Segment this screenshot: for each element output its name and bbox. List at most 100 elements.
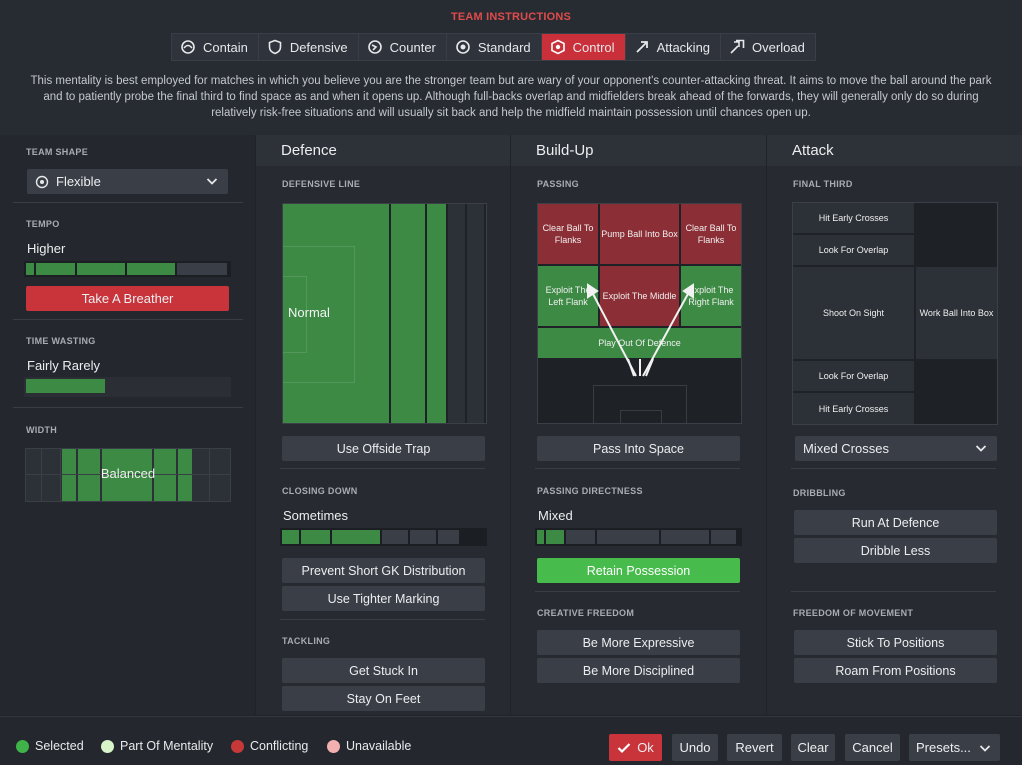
cancel-button[interactable]: Cancel (845, 734, 900, 761)
exploit-middle-option[interactable]: Exploit The Middle (600, 266, 679, 326)
play-out-of-defence-option[interactable]: Play Out Of Defence (538, 328, 741, 358)
dribble-less-button[interactable]: Dribble Less (794, 538, 997, 563)
width-lane-selected (62, 449, 76, 501)
be-more-expressive-button[interactable]: Be More Expressive (537, 630, 740, 655)
work-ball-into-box-option[interactable]: Work Ball Into Box (916, 267, 997, 359)
hit-early-crosses-bottom-option[interactable]: Hit Early Crosses (793, 393, 914, 424)
defensive-line-pitch[interactable]: Normal (282, 203, 487, 424)
stay-on-feet-button[interactable]: Stay On Feet (282, 686, 485, 711)
time-wasting-slider[interactable] (24, 377, 231, 397)
divider (280, 468, 485, 469)
team-shape-dropdown[interactable]: Flexible (27, 169, 228, 194)
width-lane-selected (102, 449, 152, 501)
tempo-segment (127, 263, 175, 275)
tab-label: Overload (752, 39, 805, 55)
legend-dot (327, 739, 340, 753)
closing-segment (410, 530, 436, 544)
legend-unavailable: Unavailable (327, 739, 411, 753)
tab-defensive[interactable]: Defensive (259, 34, 359, 60)
undo-button[interactable]: Undo (672, 734, 718, 761)
attacking-icon (635, 41, 648, 53)
width-lane-selected (78, 449, 100, 501)
divider (791, 591, 996, 592)
presets-dropdown[interactable]: Presets... (909, 734, 1000, 761)
passing-directness-slider[interactable] (535, 528, 742, 546)
closing-down-slider[interactable] (280, 528, 487, 546)
revert-button[interactable]: Revert (727, 734, 782, 761)
tempo-label: TEMPO (26, 219, 60, 229)
chevron-down-icon (206, 178, 218, 185)
legend-part-of-mentality: Part Of Mentality (101, 739, 213, 753)
creative-freedom-label: CREATIVE FREEDOM (537, 608, 635, 618)
tab-attacking[interactable]: Attacking (626, 34, 722, 60)
line-zone-selected (283, 204, 389, 423)
clear-ball-right-option[interactable]: Clear Ball To Flanks (681, 204, 741, 264)
tempo-slider[interactable] (24, 261, 231, 277)
hit-early-crosses-top-option[interactable]: Hit Early Crosses (793, 203, 914, 233)
tab-standard[interactable]: Standard (447, 34, 542, 60)
chevron-down-icon (979, 745, 991, 752)
directness-segment (537, 530, 544, 544)
tab-counter[interactable]: Counter (359, 34, 447, 60)
shield-icon (268, 39, 282, 55)
defence-heading: Defence (256, 135, 510, 166)
use-tighter-marking-button[interactable]: Use Tighter Marking (282, 586, 485, 611)
prevent-short-gk-distribution-button[interactable]: Prevent Short GK Distribution (282, 558, 485, 583)
team-shape-value: Flexible (56, 174, 101, 189)
divider (280, 619, 485, 620)
tab-control[interactable]: Control (541, 34, 626, 60)
be-more-disciplined-button[interactable]: Be More Disciplined (537, 658, 740, 683)
width-value: Balanced (100, 466, 156, 481)
shoot-on-sight-option[interactable]: Shoot On Sight (793, 267, 914, 359)
width-label: WIDTH (26, 425, 57, 435)
passing-arrows (587, 283, 694, 377)
header: TEAM INSTRUCTIONS Contain Defensive Coun… (0, 0, 1022, 135)
stick-to-positions-button[interactable]: Stick To Positions (794, 630, 997, 655)
crossing-dropdown[interactable]: Mixed Crosses (795, 436, 997, 461)
tab-label: Counter (389, 39, 436, 55)
closing-segment (382, 530, 408, 544)
width-lane (194, 449, 210, 501)
pump-ball-into-box-option[interactable]: Pump Ball Into Box (600, 204, 679, 264)
time-wasting-label: TIME WASTING (26, 336, 96, 346)
width-halfway-line (26, 474, 230, 475)
tab-label: Contain (203, 39, 248, 55)
tempo-segment (177, 263, 227, 275)
legend-conflicting: Conflicting (231, 739, 308, 753)
final-third-label: FINAL THIRD (793, 179, 853, 189)
run-at-defence-button[interactable]: Run At Defence (794, 510, 997, 535)
get-stuck-in-button[interactable]: Get Stuck In (282, 658, 485, 683)
width-pitch[interactable]: Balanced (25, 448, 231, 502)
clear-button[interactable]: Clear (791, 734, 835, 761)
line-zone (448, 204, 465, 423)
closing-segment (332, 530, 380, 544)
retain-possession-button[interactable]: Retain Possession (537, 558, 740, 583)
pass-into-space-button[interactable]: Pass Into Space (537, 436, 740, 461)
use-offside-trap-button[interactable]: Use Offside Trap (282, 436, 485, 461)
tempo-segment (26, 263, 34, 275)
chevron-down-icon (975, 445, 987, 452)
legend-label: Selected (35, 739, 84, 753)
six-yard-box (283, 276, 307, 353)
clear-ball-left-option[interactable]: Clear Ball To Flanks (538, 204, 598, 264)
divider (535, 591, 740, 592)
take-a-breather-button[interactable]: Take A Breather (26, 286, 229, 311)
footer: Selected Part Of Mentality Conflicting U… (0, 716, 1022, 765)
ok-button[interactable]: Ok (609, 734, 662, 761)
final-third-pitch: Hit Early Crosses Look For Overlap Shoot… (792, 202, 998, 425)
passing-label: PASSING (537, 179, 579, 189)
divider (535, 468, 740, 469)
line-zone-selected (427, 204, 446, 423)
roam-from-positions-button[interactable]: Roam From Positions (794, 658, 997, 683)
look-for-overlap-top-option[interactable]: Look For Overlap (793, 235, 914, 265)
attack-column: Attack FINAL THIRD Hit Early Crosses Loo… (767, 135, 1022, 715)
tab-contain[interactable]: Contain (172, 34, 259, 60)
divider (13, 319, 243, 320)
contain-icon (181, 40, 195, 54)
buildup-heading: Build-Up (511, 135, 766, 166)
look-for-overlap-bottom-option[interactable]: Look For Overlap (793, 361, 914, 391)
closing-segment (301, 530, 330, 544)
tab-overload[interactable]: Overload (721, 34, 815, 60)
ok-label: Ok (637, 740, 654, 755)
tab-label: Defensive (289, 39, 348, 55)
